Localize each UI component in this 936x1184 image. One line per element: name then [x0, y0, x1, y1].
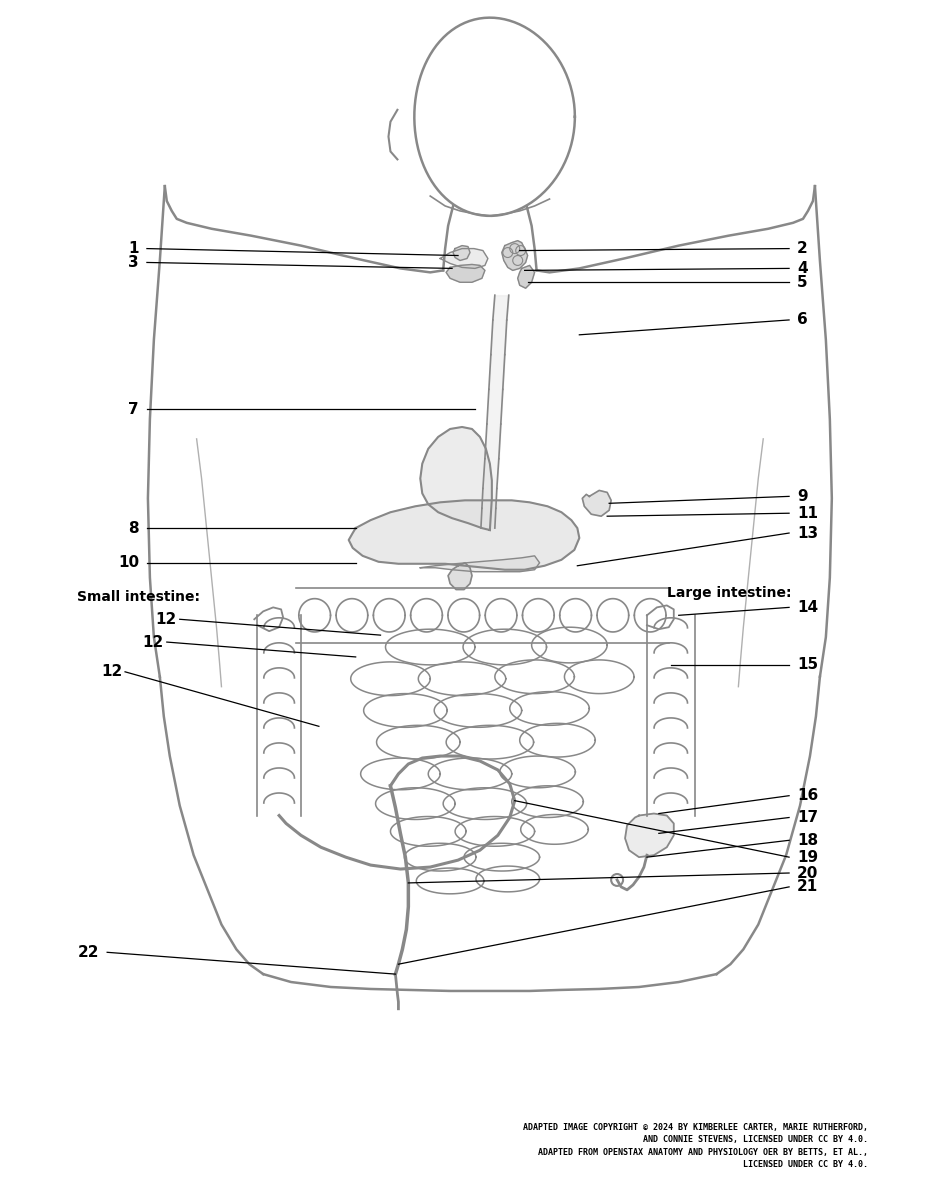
Text: 12: 12	[101, 664, 122, 680]
Text: Small intestine:: Small intestine:	[78, 591, 200, 605]
Text: 15: 15	[797, 657, 818, 673]
Text: 20: 20	[797, 866, 818, 881]
Polygon shape	[502, 240, 528, 270]
Polygon shape	[420, 555, 539, 572]
Text: 9: 9	[797, 489, 808, 504]
Polygon shape	[420, 427, 491, 530]
Polygon shape	[582, 490, 611, 516]
Text: 7: 7	[128, 401, 139, 417]
Text: 6: 6	[797, 313, 808, 328]
Text: 2: 2	[797, 242, 808, 256]
Polygon shape	[446, 264, 485, 282]
Polygon shape	[453, 245, 470, 260]
Polygon shape	[440, 249, 488, 269]
Text: 12: 12	[155, 612, 177, 626]
Polygon shape	[349, 501, 579, 570]
Text: 11: 11	[797, 506, 818, 521]
Text: 5: 5	[797, 275, 808, 290]
Text: 22: 22	[78, 945, 99, 960]
Text: 4: 4	[797, 260, 808, 276]
Text: 18: 18	[797, 832, 818, 848]
Polygon shape	[448, 562, 472, 590]
Text: 16: 16	[797, 789, 818, 803]
Polygon shape	[518, 265, 534, 288]
Text: 3: 3	[128, 255, 139, 270]
Text: Large intestine:: Large intestine:	[666, 586, 791, 599]
Text: 21: 21	[797, 880, 818, 894]
Text: 8: 8	[128, 521, 139, 535]
Text: 13: 13	[797, 526, 818, 541]
Polygon shape	[625, 813, 674, 857]
Text: ADAPTED IMAGE COPYRIGHT © 2024 BY KIMBERLEE CARTER, MARIE RUTHERFORD,
AND CONNIE: ADAPTED IMAGE COPYRIGHT © 2024 BY KIMBER…	[522, 1122, 868, 1170]
Text: 19: 19	[797, 850, 818, 864]
Text: 12: 12	[142, 635, 164, 650]
Text: 10: 10	[118, 555, 139, 571]
Text: 1: 1	[128, 242, 139, 256]
Text: 17: 17	[797, 810, 818, 825]
Text: 14: 14	[797, 600, 818, 614]
